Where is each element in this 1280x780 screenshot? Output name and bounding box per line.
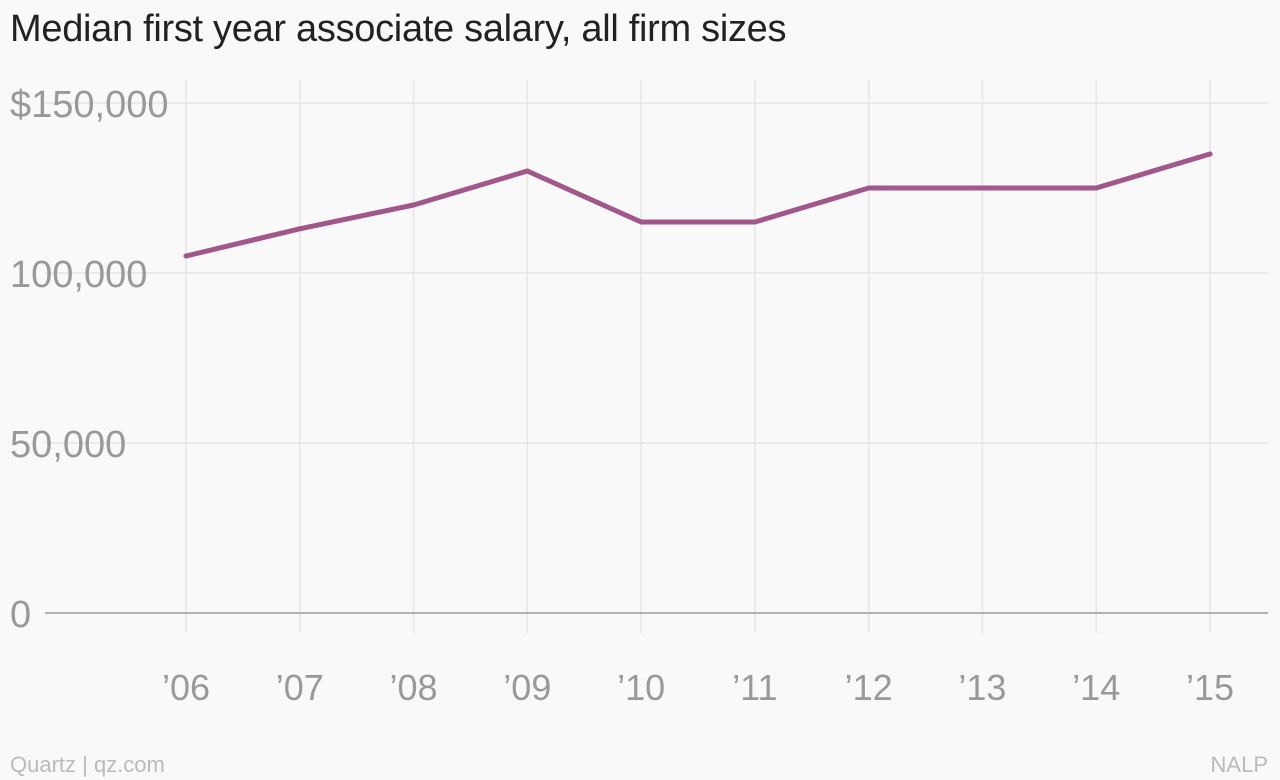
footer-credit: Quartz | qz.com	[10, 752, 165, 777]
x-tick-label: ’12	[845, 667, 893, 708]
y-tick-label: $150,000	[10, 84, 169, 126]
footer-source: NALP	[1210, 752, 1268, 777]
x-tick-label: ’10	[617, 667, 665, 708]
y-tick-label: 50,000	[10, 424, 126, 466]
data-point	[524, 168, 530, 174]
data-point	[752, 219, 758, 225]
x-tick-label: ’06	[162, 667, 210, 708]
x-tick-label: ’08	[390, 667, 438, 708]
x-tick-label: ’11	[732, 667, 777, 708]
x-tick-label: ’14	[1072, 667, 1120, 708]
data-point	[979, 185, 985, 191]
x-tick-label: ’09	[503, 667, 551, 708]
grid	[45, 80, 1268, 633]
data-point	[1207, 151, 1213, 157]
data-point	[183, 253, 189, 259]
data-point	[638, 219, 644, 225]
data-point	[866, 185, 872, 191]
x-tick-label: ’13	[958, 667, 1006, 708]
series-line	[183, 151, 1213, 259]
chart-title: Median first year associate salary, all …	[10, 8, 787, 50]
y-tick-label: 100,000	[10, 254, 147, 296]
x-tick-label: ’07	[276, 667, 324, 708]
x-axis: ’06 ’07 ’08 ’09 ’10 ’11 ’12 ’13 ’14 ’15	[45, 612, 1268, 708]
y-tick-label: 0	[10, 594, 31, 636]
y-axis: 0 50,000 100,000 $150,000	[10, 84, 169, 636]
series-layer	[183, 151, 1213, 259]
data-point	[1093, 185, 1099, 191]
x-tick-label: ’15	[1186, 667, 1234, 708]
data-point	[411, 202, 417, 208]
data-point	[297, 226, 303, 232]
